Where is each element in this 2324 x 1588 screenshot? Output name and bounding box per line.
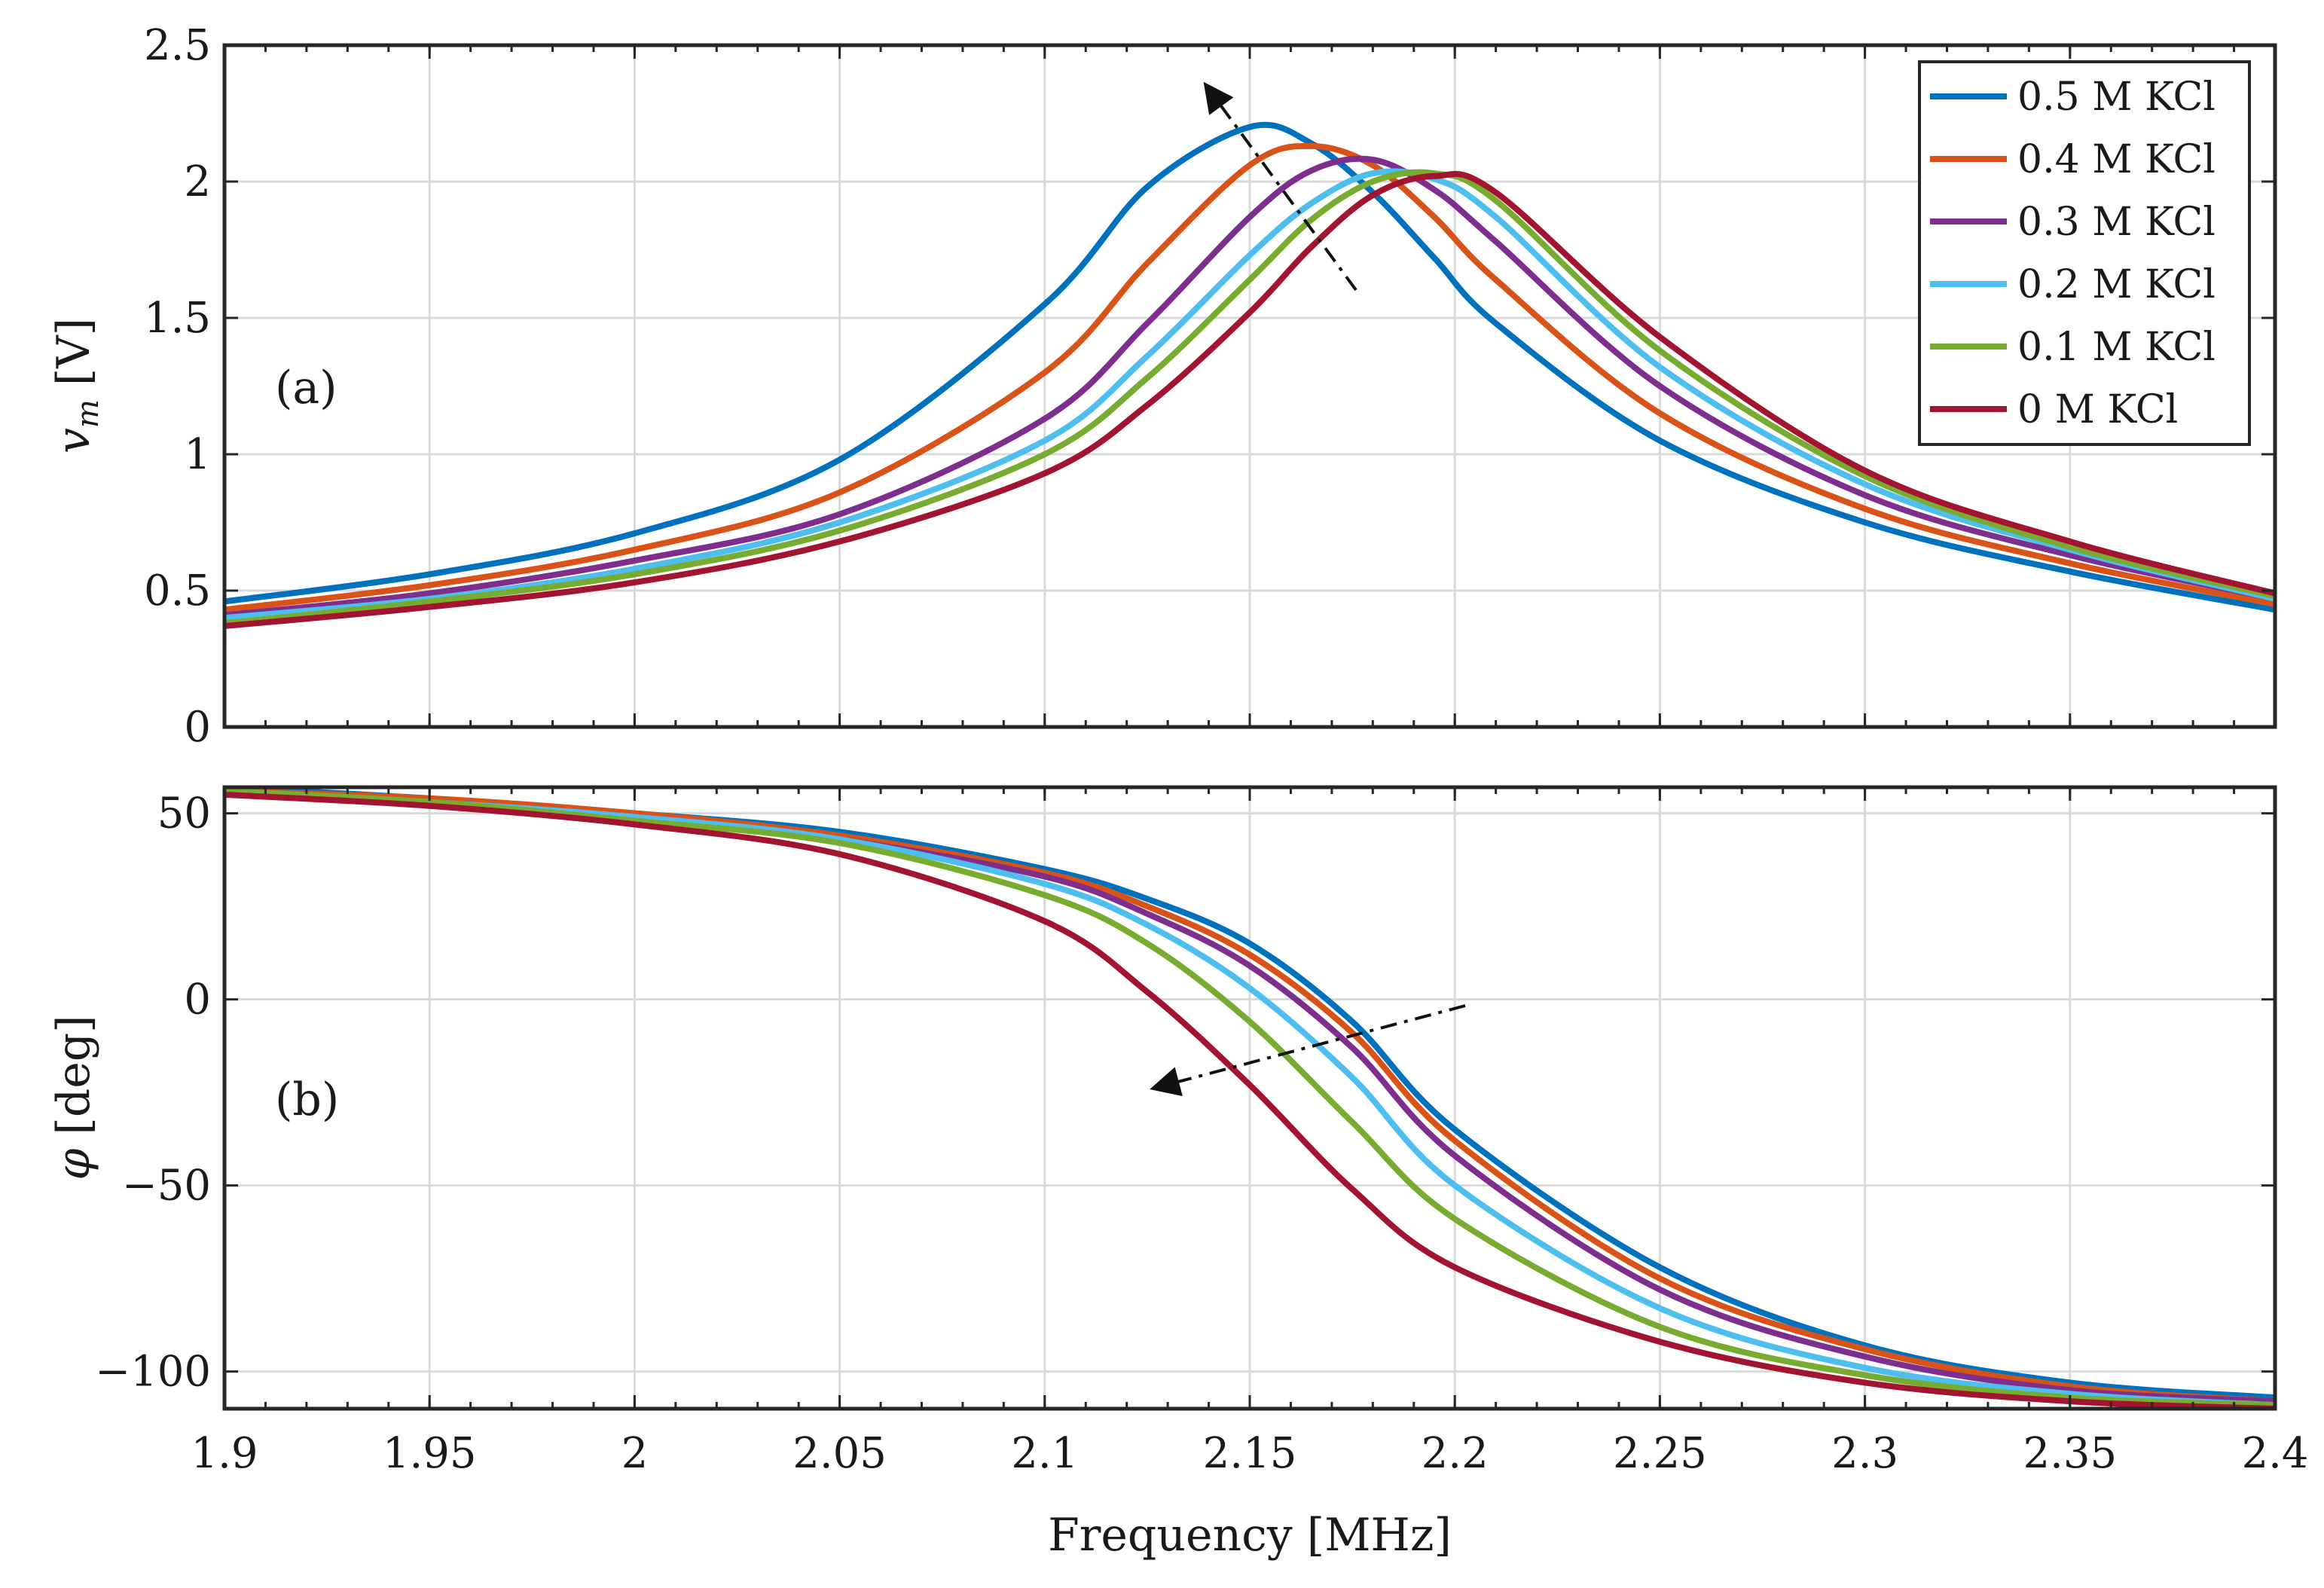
curves-a [224, 121, 2275, 630]
legend-label: 0.5 M KCl [2017, 75, 2216, 120]
x-tick-label: 1.9 [191, 1429, 258, 1478]
grid-b [224, 787, 2275, 1409]
y-axis-var-b: φ [47, 1149, 100, 1180]
peak-shift-arrow [1203, 81, 1357, 292]
legend-label: 0.1 M KCl [2017, 325, 2216, 370]
series-line-b-3 [224, 787, 2275, 1409]
y-tick-label: 2 [184, 157, 211, 206]
series-line-a-1 [224, 142, 2275, 613]
y-tick-label: 1 [184, 430, 211, 479]
y-axis-unit-b: [deg] [47, 1015, 100, 1135]
y-tick-label: 1.5 [144, 294, 211, 343]
y-tick-label: −50 [122, 1162, 211, 1211]
series-line-a-0 [224, 121, 2275, 613]
series-line-b-5 [224, 791, 2275, 1409]
series-line-a-2 [224, 155, 2275, 618]
panel-b: 1.9 1.95 2 2.05 2.1 2.15 2.2 2.25 2.3 2.35 2.4 −100… [47, 785, 2309, 1562]
x-tick-label: 2.2 [1422, 1429, 1489, 1478]
legend-box [1918, 60, 2251, 446]
y-tick-label: 0.5 [144, 566, 211, 615]
series-line-a-3 [224, 168, 2275, 621]
panel-label-b: (b) [275, 1073, 339, 1126]
y-axis-title-b: φ [deg] [47, 1015, 100, 1180]
curves-b [224, 787, 2275, 1409]
y-tick-label: 50 [157, 789, 211, 838]
y-axis-sub-a: m [71, 399, 105, 428]
panel-label-a: (a) [275, 362, 337, 414]
ticks-b: 1.9 1.95 2 2.05 2.1 2.15 2.2 2.25 2.3 2.35 2.4 −100… [95, 787, 2309, 1478]
y-tick-label: 0 [184, 976, 211, 1025]
ticks-a: 0 0.5 1 1.5 2 2.5 [144, 21, 2277, 752]
panel-a: 0 0.5 1 1.5 2 2.5 (a) vm [V] 0.5 M KCl 0.4 M KC… [47, 21, 2277, 752]
x-tick-label: 2.35 [2023, 1429, 2117, 1478]
legend-label: 0 M KCl [2017, 387, 2178, 432]
series-line-b-4 [224, 787, 2275, 1409]
x-tick-label: 2.25 [1613, 1429, 1707, 1478]
series-line-b-1 [224, 787, 2275, 1405]
legend-label: 0.4 M KCl [2017, 137, 2216, 182]
legend-label: 0.3 M KCl [2017, 200, 2216, 245]
y-axis-var-a: v [47, 428, 100, 453]
x-axis-title: Frequency [MHz] [1048, 1509, 1452, 1562]
x-tick-label: 1.95 [383, 1429, 477, 1478]
y-tick-label: −100 [95, 1348, 211, 1397]
y-axis-title-a: vm [V] [47, 318, 105, 453]
x-tick-label: 2.1 [1011, 1429, 1078, 1478]
x-tick-label: 2.3 [1831, 1429, 1898, 1478]
x-tick-label: 2.05 [792, 1429, 887, 1478]
y-axis-unit-a: [V] [47, 318, 100, 386]
x-tick-label: 2.15 [1203, 1429, 1297, 1478]
series-line-a-4 [224, 169, 2275, 627]
x-tick-label: 2.4 [2241, 1429, 2308, 1478]
x-tick-label: 2 [621, 1429, 649, 1478]
y-tick-label: 2.5 [144, 21, 211, 70]
legend-label: 0.2 M KCl [2017, 262, 2216, 307]
legend: 0.5 M KCl 0.4 M KCl 0.3 M KCl 0.2 M KCl 0.1 … [1918, 60, 2251, 446]
y-tick-label: 0 [184, 703, 211, 752]
series-line-a-5 [224, 170, 2275, 630]
